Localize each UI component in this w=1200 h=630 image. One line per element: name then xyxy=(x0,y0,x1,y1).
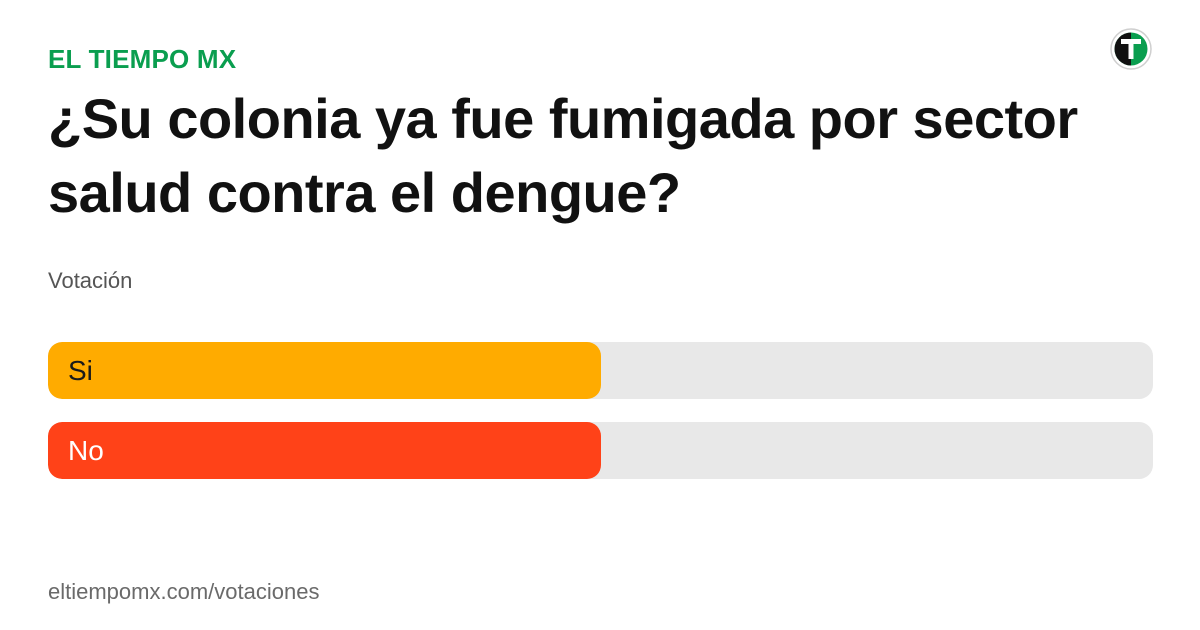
poll-option-no-label: No xyxy=(68,435,104,466)
el-tiempo-logo-icon xyxy=(1110,28,1152,70)
poll-option-si-label: Si xyxy=(68,355,93,386)
poll-question: ¿Su colonia ya fue fumigada por sector s… xyxy=(48,87,1078,224)
footer-url[interactable]: eltiempomx.com/votaciones xyxy=(48,579,320,604)
poll-option-si-fill xyxy=(48,342,601,399)
poll-option-no-fill xyxy=(48,422,601,479)
poll-option-si[interactable]: Si xyxy=(48,342,1153,399)
poll-subtitle: Votación xyxy=(48,268,133,293)
poll-option-no[interactable]: No xyxy=(48,422,1153,479)
brand-name: EL TIEMPO MX xyxy=(48,44,237,74)
